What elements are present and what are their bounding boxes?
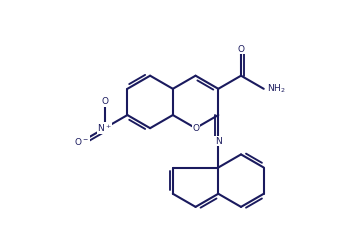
Text: O: O xyxy=(192,124,199,133)
Text: O$^-$: O$^-$ xyxy=(75,136,90,147)
Text: O: O xyxy=(101,97,108,106)
Text: NH$_2$: NH$_2$ xyxy=(268,83,286,95)
Text: O: O xyxy=(238,45,245,54)
Text: N$^+$: N$^+$ xyxy=(97,122,112,134)
Text: N: N xyxy=(215,137,222,146)
